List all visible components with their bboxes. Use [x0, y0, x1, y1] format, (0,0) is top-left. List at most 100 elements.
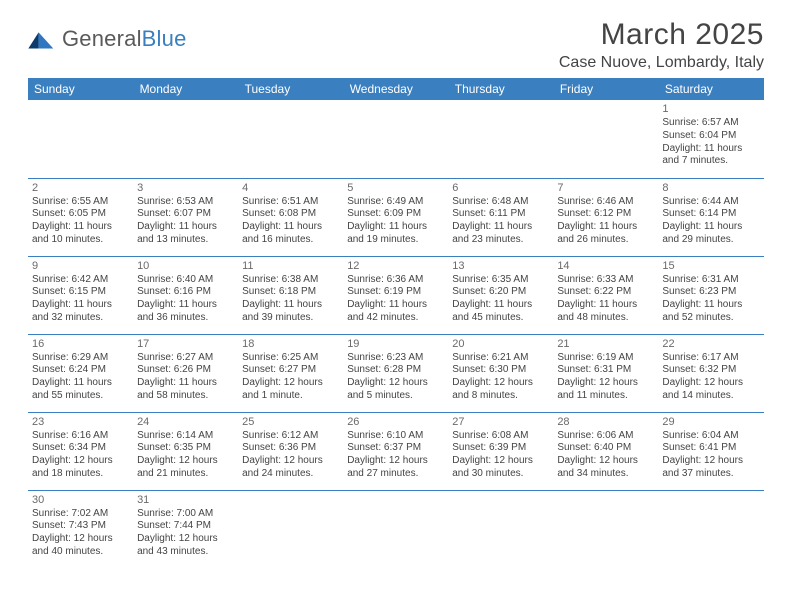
sunrise-text: Sunrise: 6:04 AM	[662, 430, 759, 443]
daylight-text: Daylight: 11 hours and 29 minutes.	[662, 221, 759, 247]
daylight-text: Daylight: 11 hours and 32 minutes.	[32, 299, 129, 325]
day-number: 6	[452, 181, 549, 195]
sunset-text: Sunset: 6:24 PM	[32, 364, 129, 377]
daylight-text: Daylight: 12 hours and 1 minute.	[242, 377, 339, 403]
sunset-text: Sunset: 6:32 PM	[662, 364, 759, 377]
day-cell: 31Sunrise: 7:00 AMSunset: 7:44 PMDayligh…	[133, 490, 238, 568]
sunset-text: Sunset: 6:09 PM	[347, 208, 444, 221]
day-cell: 18Sunrise: 6:25 AMSunset: 6:27 PMDayligh…	[238, 334, 343, 412]
day-header: Monday	[133, 78, 238, 100]
sunrise-text: Sunrise: 6:25 AM	[242, 352, 339, 365]
daylight-text: Daylight: 11 hours and 16 minutes.	[242, 221, 339, 247]
sunset-text: Sunset: 6:15 PM	[32, 286, 129, 299]
day-number: 20	[452, 337, 549, 351]
sunrise-text: Sunrise: 6:57 AM	[662, 117, 759, 130]
day-cell: 29Sunrise: 6:04 AMSunset: 6:41 PMDayligh…	[658, 412, 763, 490]
sunrise-text: Sunrise: 6:14 AM	[137, 430, 234, 443]
empty-cell	[343, 100, 448, 178]
sunset-text: Sunset: 6:23 PM	[662, 286, 759, 299]
sunrise-text: Sunrise: 6:51 AM	[242, 196, 339, 209]
day-number: 10	[137, 259, 234, 273]
day-cell: 16Sunrise: 6:29 AMSunset: 6:24 PMDayligh…	[28, 334, 133, 412]
day-number: 31	[137, 493, 234, 507]
sunrise-text: Sunrise: 6:23 AM	[347, 352, 444, 365]
sunset-text: Sunset: 6:28 PM	[347, 364, 444, 377]
day-number: 25	[242, 415, 339, 429]
day-header: Wednesday	[343, 78, 448, 100]
day-cell: 22Sunrise: 6:17 AMSunset: 6:32 PMDayligh…	[658, 334, 763, 412]
calendar-row: 2Sunrise: 6:55 AMSunset: 6:05 PMDaylight…	[28, 178, 764, 256]
daylight-text: Daylight: 11 hours and 19 minutes.	[347, 221, 444, 247]
sunset-text: Sunset: 6:34 PM	[32, 442, 129, 455]
daylight-text: Daylight: 11 hours and 48 minutes.	[557, 299, 654, 325]
day-cell: 1Sunrise: 6:57 AMSunset: 6:04 PMDaylight…	[658, 100, 763, 178]
day-number: 16	[32, 337, 129, 351]
daylight-text: Daylight: 12 hours and 11 minutes.	[557, 377, 654, 403]
day-number: 18	[242, 337, 339, 351]
day-number: 4	[242, 181, 339, 195]
daylight-text: Daylight: 12 hours and 37 minutes.	[662, 455, 759, 481]
day-cell: 11Sunrise: 6:38 AMSunset: 6:18 PMDayligh…	[238, 256, 343, 334]
sunset-text: Sunset: 6:14 PM	[662, 208, 759, 221]
calendar-table: SundayMondayTuesdayWednesdayThursdayFrid…	[28, 78, 764, 568]
sunset-text: Sunset: 7:43 PM	[32, 520, 129, 533]
day-cell: 24Sunrise: 6:14 AMSunset: 6:35 PMDayligh…	[133, 412, 238, 490]
day-header: Thursday	[448, 78, 553, 100]
daylight-text: Daylight: 11 hours and 13 minutes.	[137, 221, 234, 247]
day-cell: 28Sunrise: 6:06 AMSunset: 6:40 PMDayligh…	[553, 412, 658, 490]
daylight-text: Daylight: 12 hours and 5 minutes.	[347, 377, 444, 403]
daylight-text: Daylight: 11 hours and 45 minutes.	[452, 299, 549, 325]
day-cell: 13Sunrise: 6:35 AMSunset: 6:20 PMDayligh…	[448, 256, 553, 334]
title-block: March 2025 Case Nuove, Lombardy, Italy	[559, 18, 764, 72]
day-number: 7	[557, 181, 654, 195]
sunrise-text: Sunrise: 6:40 AM	[137, 274, 234, 287]
sunrise-text: Sunrise: 6:17 AM	[662, 352, 759, 365]
sunset-text: Sunset: 6:41 PM	[662, 442, 759, 455]
sunrise-text: Sunrise: 6:10 AM	[347, 430, 444, 443]
sunset-text: Sunset: 6:16 PM	[137, 286, 234, 299]
empty-cell	[343, 490, 448, 568]
day-header: Friday	[553, 78, 658, 100]
empty-cell	[448, 100, 553, 178]
logo-text: GeneralBlue	[62, 26, 187, 52]
sunset-text: Sunset: 6:22 PM	[557, 286, 654, 299]
daylight-text: Daylight: 12 hours and 24 minutes.	[242, 455, 339, 481]
sunset-text: Sunset: 6:27 PM	[242, 364, 339, 377]
day-header: Sunday	[28, 78, 133, 100]
empty-cell	[28, 100, 133, 178]
day-cell: 2Sunrise: 6:55 AMSunset: 6:05 PMDaylight…	[28, 178, 133, 256]
sunrise-text: Sunrise: 6:55 AM	[32, 196, 129, 209]
sunset-text: Sunset: 6:31 PM	[557, 364, 654, 377]
sunrise-text: Sunrise: 6:36 AM	[347, 274, 444, 287]
logo-word1: General	[62, 26, 142, 51]
day-number: 24	[137, 415, 234, 429]
header: GeneralBlue March 2025 Case Nuove, Lomba…	[28, 18, 764, 72]
daylight-text: Daylight: 11 hours and 7 minutes.	[662, 143, 759, 169]
day-number: 27	[452, 415, 549, 429]
day-cell: 15Sunrise: 6:31 AMSunset: 6:23 PMDayligh…	[658, 256, 763, 334]
day-number: 8	[662, 181, 759, 195]
sunrise-text: Sunrise: 6:29 AM	[32, 352, 129, 365]
sunrise-text: Sunrise: 6:48 AM	[452, 196, 549, 209]
day-number: 14	[557, 259, 654, 273]
calendar-row: 23Sunrise: 6:16 AMSunset: 6:34 PMDayligh…	[28, 412, 764, 490]
calendar-body: 1Sunrise: 6:57 AMSunset: 6:04 PMDaylight…	[28, 100, 764, 568]
calendar-row: 9Sunrise: 6:42 AMSunset: 6:15 PMDaylight…	[28, 256, 764, 334]
sunset-text: Sunset: 6:18 PM	[242, 286, 339, 299]
day-number: 29	[662, 415, 759, 429]
sunset-text: Sunset: 6:39 PM	[452, 442, 549, 455]
sunrise-text: Sunrise: 6:31 AM	[662, 274, 759, 287]
daylight-text: Daylight: 11 hours and 42 minutes.	[347, 299, 444, 325]
sunset-text: Sunset: 6:37 PM	[347, 442, 444, 455]
day-number: 11	[242, 259, 339, 273]
day-number: 23	[32, 415, 129, 429]
daylight-text: Daylight: 11 hours and 36 minutes.	[137, 299, 234, 325]
day-cell: 8Sunrise: 6:44 AMSunset: 6:14 PMDaylight…	[658, 178, 763, 256]
day-cell: 30Sunrise: 7:02 AMSunset: 7:43 PMDayligh…	[28, 490, 133, 568]
logo-word2: Blue	[142, 26, 187, 51]
sunrise-text: Sunrise: 6:35 AM	[452, 274, 549, 287]
day-header: Saturday	[658, 78, 763, 100]
sunset-text: Sunset: 6:20 PM	[452, 286, 549, 299]
day-number: 13	[452, 259, 549, 273]
sunset-text: Sunset: 6:12 PM	[557, 208, 654, 221]
